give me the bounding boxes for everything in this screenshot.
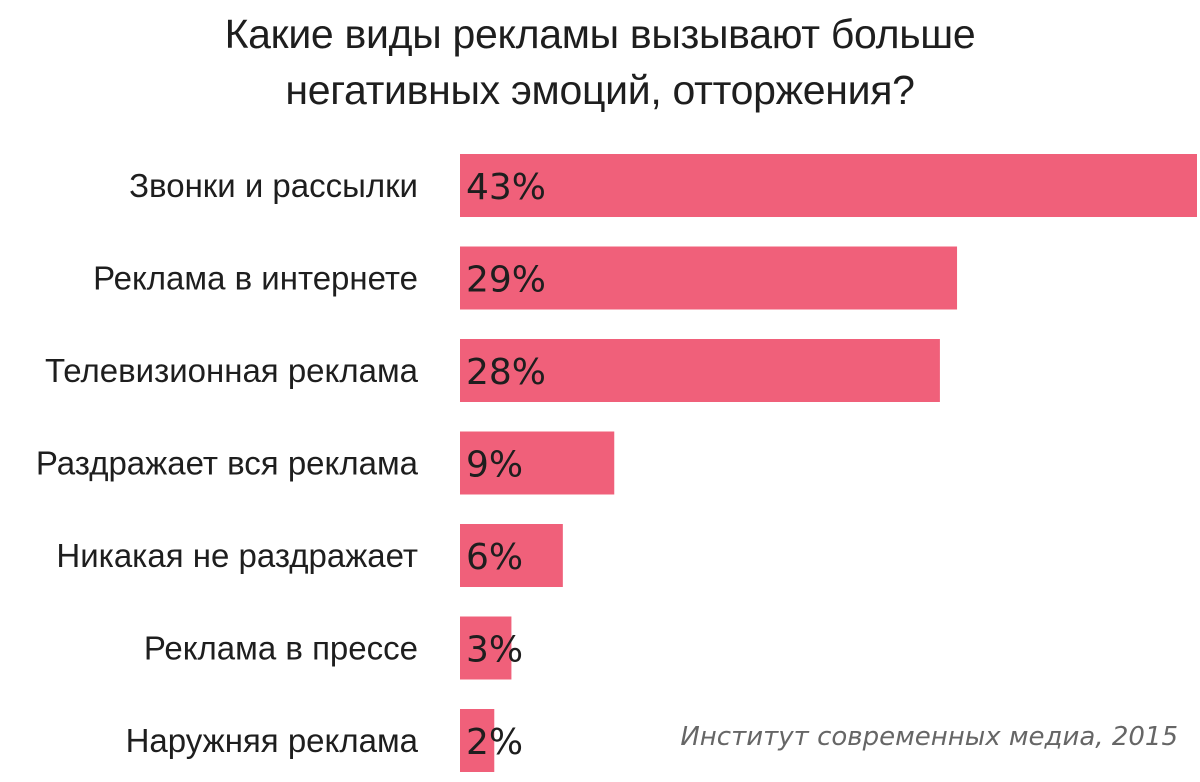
bar-group: Никакая не раздражает 6% (56, 524, 563, 587)
chart-title-line-1: Какие виды рекламы вызывают больше (224, 11, 976, 57)
value-label: 2% (466, 722, 523, 763)
value-label: 6% (466, 537, 523, 578)
bar (460, 524, 563, 587)
value-label: 9% (466, 445, 523, 486)
category-label: Реклама в интернете (93, 260, 418, 297)
category-label: Раздражает вся реклама (36, 445, 419, 482)
bar-group: Телевизионная реклама 28% (45, 339, 940, 402)
bar-group: Реклама в прессе 3% (144, 616, 523, 680)
value-label: 29% (466, 260, 546, 301)
value-label: 43% (466, 167, 546, 208)
category-label: Наружняя реклама (126, 722, 419, 759)
bar-group: Реклама в интернете 29% (93, 246, 958, 310)
bar (460, 339, 940, 402)
category-label: Никакая не раздражает (56, 537, 418, 574)
source-caption: Институт современных медиа, 2015 (680, 722, 1178, 752)
bar (460, 709, 495, 772)
value-label: 28% (466, 352, 546, 393)
value-label: 3% (466, 630, 523, 671)
bar-group: Раздражает вся реклама 9% (36, 431, 615, 495)
bar (460, 431, 615, 495)
bar-group: Звонки и рассылки 43% (129, 154, 1197, 217)
bar (460, 616, 512, 680)
chart-title-line-2: негативных эмоций, отторжения? (285, 67, 915, 113)
category-label: Телевизионная реклама (45, 352, 419, 389)
bar-group: Наружняя реклама 2% (126, 709, 523, 772)
chart-title: Какие виды рекламы вызывают больше негат… (0, 6, 1200, 118)
bar (460, 246, 958, 310)
category-label: Звонки и рассылки (129, 167, 418, 204)
category-label: Реклама в прессе (144, 630, 418, 667)
bar (460, 154, 1197, 217)
